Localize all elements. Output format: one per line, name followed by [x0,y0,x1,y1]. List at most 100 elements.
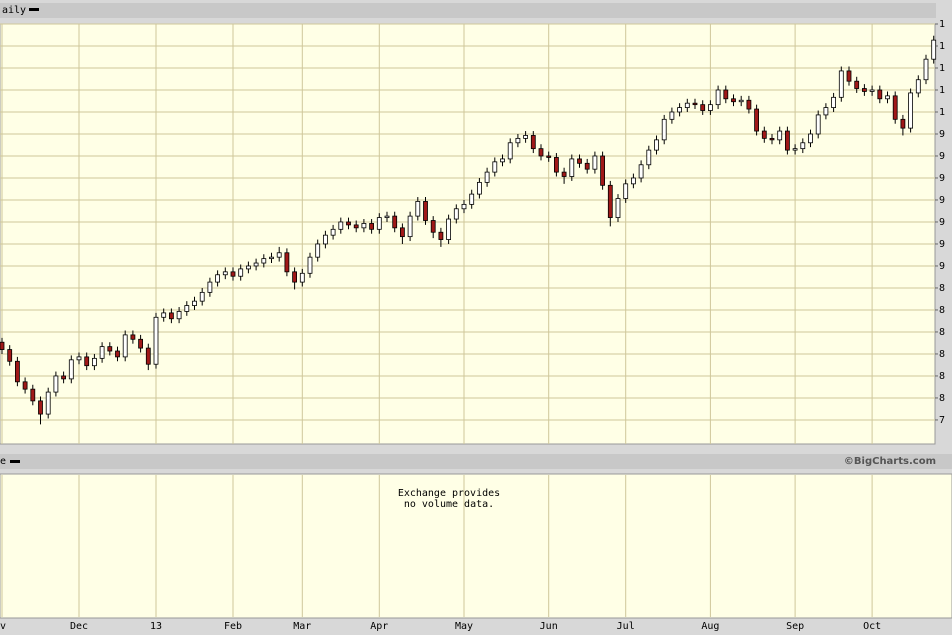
candle-body [207,281,213,293]
candle-body [507,142,513,160]
candle-body [492,161,498,173]
candle-body [877,89,883,100]
candle-body [222,271,228,276]
candle-body [815,114,821,135]
candle-body [430,220,436,233]
y-tick-label: 9 [939,261,945,272]
candle-body [715,89,721,106]
candle-body [577,158,582,164]
panel-icon [29,8,39,11]
candle-body [14,360,20,383]
candle-body [168,312,174,320]
y-tick-label: 9 [939,217,945,228]
source: ©BigCharts.com [844,456,936,467]
x-tick-label: Dec [70,621,88,632]
volume-note: Exchange provides [398,488,500,499]
x-tick-label: Jul [617,621,635,632]
candle-body [754,108,759,132]
candle-body [908,92,913,129]
candle-body [399,227,405,238]
candle-body [407,215,413,238]
candle-body [330,228,336,236]
volume-panel [0,473,952,619]
x-tick-label: Jun [540,621,558,632]
candle-body [862,88,867,92]
candle-body [915,79,921,94]
candle-body [215,274,221,283]
candle-body [392,215,398,229]
y-tick-label: 1 [939,107,945,118]
candle-body [346,221,351,226]
x-tick-label: Mar [293,621,311,632]
candle-body [453,208,459,220]
candle-body [261,258,267,264]
candle-body [546,155,552,158]
candle-body [145,347,151,365]
candle-body [500,158,505,163]
candle-body [846,70,852,82]
candle-body [584,162,590,170]
price-header [0,3,936,18]
y-tick-label: 9 [939,151,945,162]
candle-body [777,130,783,141]
candle-body [415,201,421,217]
candle-body [192,300,197,306]
candle-body [446,218,452,240]
candle-body [738,99,744,103]
panel-title: aily [2,5,26,16]
candle-body [638,164,644,179]
candle-body [731,98,736,103]
candle-body [869,89,875,92]
y-tick-label: 7 [939,415,945,426]
candle-body [800,142,806,150]
candle-body [769,137,775,141]
candle-body [161,312,167,318]
y-tick-label: 1 [939,19,945,30]
candle-body [269,256,274,260]
candle-body [292,271,298,283]
candle-body [438,231,444,240]
candle-body [322,234,328,245]
candle-body [30,388,36,402]
candle-body [361,223,367,229]
candle-body [22,381,28,390]
candle-body [476,181,482,195]
y-tick-label: 8 [939,327,945,338]
candle-body [61,375,66,380]
candle-body [561,171,567,177]
candle-body [892,95,898,120]
candle-body [76,356,82,361]
candle-body [253,262,259,267]
candle-body [315,243,321,258]
candle-body [669,111,675,120]
candle-body [122,334,128,358]
y-tick-label: 1 [939,85,945,96]
candle-body [592,155,598,170]
y-tick-label: 9 [939,239,945,250]
candle-body [700,104,706,111]
candle-body [7,349,13,362]
x-tick-label: May [455,621,473,632]
candle-body [607,184,613,218]
candle-body [692,102,698,106]
candle-body [284,252,290,273]
candle-body [838,70,844,98]
candle-body [153,316,159,365]
x-tick-label: Feb [224,621,242,632]
y-tick-label: 8 [939,305,945,316]
candle-body [353,224,359,229]
y-tick-label: 1 [939,63,945,74]
x-tick-label: Oct [863,621,881,632]
y-tick-label: 8 [939,371,945,382]
candle-body [792,148,798,151]
y-tick-label: 1 [939,41,945,52]
candle-body [92,357,97,367]
candle-body [307,256,313,274]
candle-body [654,139,659,151]
y-tick-label: 8 [939,349,945,360]
y-tick-label: 8 [939,283,945,294]
candle-body [623,183,629,199]
volume-title: e [0,456,6,467]
candle-body [931,39,937,60]
